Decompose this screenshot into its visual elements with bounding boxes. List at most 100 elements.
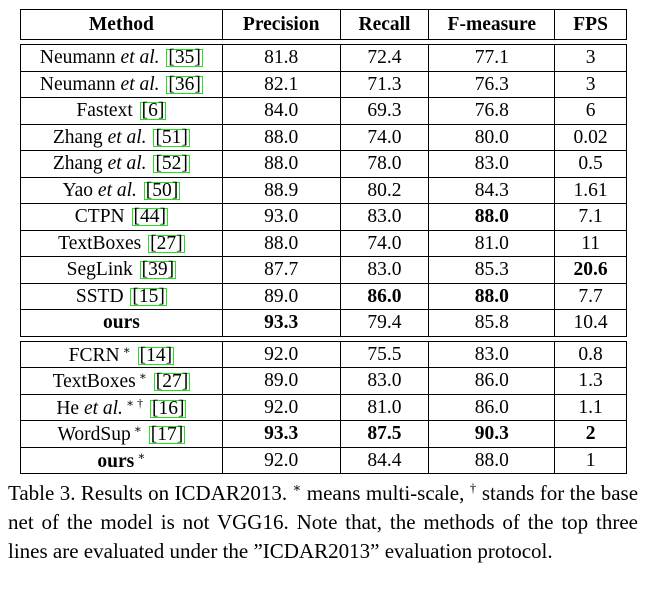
precision-cell: 88.9	[221, 176, 341, 204]
method-cell: CTPN [44]	[20, 203, 223, 231]
recall-cell: 83.0	[339, 256, 430, 284]
method-cell: ours	[20, 309, 223, 337]
recall-cell: 87.5	[339, 420, 430, 448]
fps-cell: 0.5	[554, 150, 627, 178]
header-method: Method	[20, 9, 223, 40]
citation-link[interactable]: [51]	[153, 126, 190, 148]
precision-cell: 88.0	[221, 123, 341, 151]
recall-cell: 83.0	[339, 367, 430, 395]
fmeasure-cell: 83.0	[428, 150, 556, 178]
method-cell: ours ∗	[20, 446, 223, 474]
fps-cell: 10.4	[554, 309, 627, 337]
fps-cell: 1.61	[554, 176, 627, 204]
table-row: SSTD [15] 89.0 86.0 88.0 7.7	[20, 282, 627, 310]
table-row: Fastext [6] 84.0 69.3 76.8 6	[20, 97, 627, 125]
recall-cell: 69.3	[339, 97, 430, 125]
fmeasure-cell: 76.8	[428, 97, 556, 125]
table-row: ours 93.3 79.4 85.8 10.4	[20, 309, 627, 337]
method-cell: Zhang et al. [52]	[20, 150, 223, 178]
citation-link[interactable]: [52]	[153, 153, 190, 174]
table-row: WordSup ∗ [17] 93.3 87.5 90.3 2	[20, 420, 627, 448]
header-fmeasure: F-measure	[428, 9, 556, 40]
recall-cell: 75.5	[339, 340, 430, 368]
fps-cell: 7.7	[554, 282, 627, 310]
table-row: TextBoxes ∗ [27] 89.0 83.0 86.0 1.3	[20, 367, 627, 395]
precision-cell: 93.3	[221, 420, 341, 448]
method-cell: TextBoxes [27]	[20, 229, 223, 257]
precision-cell: 89.0	[221, 282, 341, 310]
citation-link[interactable]: [6]	[139, 100, 167, 121]
fmeasure-cell: 85.3	[428, 256, 556, 284]
fmeasure-cell: 76.3	[428, 70, 556, 98]
fmeasure-cell: 83.0	[428, 340, 556, 368]
citation-link[interactable]: [44]	[131, 206, 169, 227]
recall-cell: 81.0	[339, 393, 430, 421]
precision-cell: 92.0	[221, 446, 341, 474]
table-row: FCRN ∗ [14] 92.0 75.5 83.0 0.8	[20, 340, 627, 368]
citation-link[interactable]: [39]	[139, 259, 177, 280]
method-cell: Zhang et al. [51]	[20, 123, 223, 151]
precision-cell: 88.0	[221, 229, 341, 257]
method-cell: SegLink [39]	[20, 256, 223, 284]
recall-cell: 83.0	[339, 203, 430, 231]
method-cell: Yao et al. [50]	[20, 176, 223, 204]
recall-cell: 80.2	[339, 176, 430, 204]
fmeasure-cell: 88.0	[428, 446, 556, 474]
method-cell: He et al. ∗ † [16]	[20, 393, 223, 421]
method-cell: SSTD [15]	[20, 282, 223, 310]
precision-cell: 93.3	[221, 309, 341, 337]
recall-cell: 74.0	[339, 123, 430, 151]
method-cell: WordSup ∗ [17]	[20, 420, 223, 448]
fmeasure-cell: 88.0	[428, 282, 556, 310]
citation-link[interactable]: [50]	[143, 179, 181, 201]
header-fps: FPS	[554, 9, 627, 40]
precision-cell: 92.0	[221, 340, 341, 368]
table-row: TextBoxes [27] 88.0 74.0 81.0 11	[20, 229, 627, 257]
table-row: CTPN [44] 93.0 83.0 88.0 7.1	[20, 203, 627, 231]
recall-cell: 78.0	[339, 150, 430, 178]
citation-link[interactable]: [16]	[149, 397, 187, 419]
method-cell: Fastext [6]	[20, 97, 223, 125]
fps-cell: 2	[554, 420, 627, 448]
fps-cell: 7.1	[554, 203, 627, 231]
fmeasure-cell: 77.1	[428, 44, 556, 72]
fps-cell: 0.02	[554, 123, 627, 151]
fps-cell: 1.3	[554, 367, 627, 395]
method-cell: Neumann et al. [35]	[20, 44, 223, 72]
recall-cell: 86.0	[339, 282, 430, 310]
citation-link[interactable]: [36]	[166, 73, 203, 95]
fps-cell: 3	[554, 70, 627, 98]
fmeasure-cell: 86.0	[428, 393, 556, 421]
fps-cell: 0.8	[554, 340, 627, 368]
recall-cell: 79.4	[339, 309, 430, 337]
fps-cell: 1	[554, 446, 627, 474]
table-row: Zhang et al. [52] 88.0 78.0 83.0 0.5	[20, 150, 627, 178]
table-row: Yao et al. [50] 88.9 80.2 84.3 1.61	[20, 176, 627, 204]
citation-link[interactable]: [27]	[153, 371, 191, 392]
results-table: Method Precision Recall F-measure FPS Ne…	[20, 9, 627, 474]
citation-link[interactable]: [14]	[137, 344, 175, 366]
fps-cell: 11	[554, 229, 627, 257]
fps-cell: 6	[554, 97, 627, 125]
fmeasure-cell: 85.8	[428, 309, 556, 337]
citation-link[interactable]: [35]	[166, 47, 203, 68]
method-cell: TextBoxes ∗ [27]	[20, 367, 223, 395]
precision-cell: 88.0	[221, 150, 341, 178]
precision-cell: 93.0	[221, 203, 341, 231]
header-row: Method Precision Recall F-measure FPS	[20, 9, 627, 40]
recall-cell: 74.0	[339, 229, 430, 257]
fmeasure-cell: 84.3	[428, 176, 556, 204]
table-row: He et al. ∗ † [16] 92.0 81.0 86.0 1.1	[20, 393, 627, 421]
precision-cell: 81.8	[221, 44, 341, 72]
recall-cell: 71.3	[339, 70, 430, 98]
method-cell: Neumann et al. [36]	[20, 70, 223, 98]
header-recall: Recall	[339, 9, 430, 40]
citation-link[interactable]: [15]	[130, 285, 167, 307]
method-cell: FCRN ∗ [14]	[20, 340, 223, 368]
citation-link[interactable]: [27]	[148, 232, 185, 254]
fmeasure-cell: 81.0	[428, 229, 556, 257]
precision-cell: 92.0	[221, 393, 341, 421]
precision-cell: 87.7	[221, 256, 341, 284]
citation-link[interactable]: [17]	[148, 424, 186, 445]
